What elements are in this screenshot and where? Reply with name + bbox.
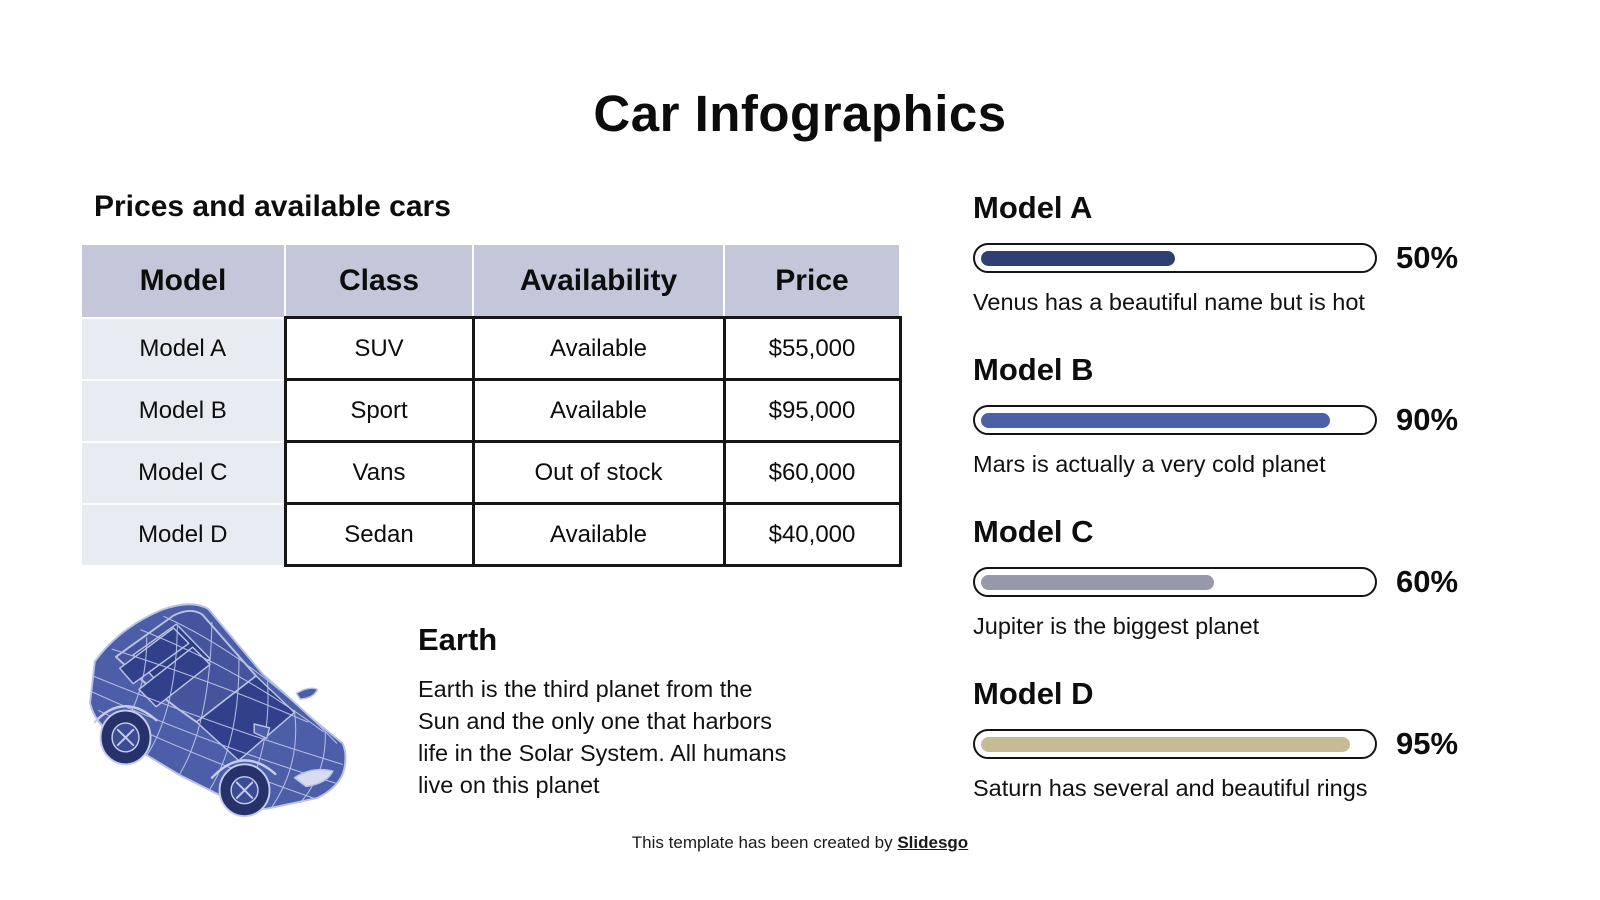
footer-credit: This template has been created by Slides… [0, 833, 1600, 853]
prices-table: Model Class Availability Price Model A S… [80, 243, 902, 567]
table-row: Model D Sedan Available $40,000 [80, 502, 902, 567]
car-illustration [89, 603, 347, 818]
progress-fill [981, 574, 1214, 590]
progress-fill [981, 736, 1350, 752]
progress-row: 90% [973, 402, 1493, 438]
table-row: Model C Vans Out of stock $60,000 [80, 440, 902, 505]
cell-availability: Available [471, 316, 726, 381]
car-rear-wheel [99, 709, 152, 766]
progress-track [973, 405, 1377, 435]
earth-body-line: Sun and the only one that harbors [418, 708, 773, 734]
table-row: Model B Sport Available $95,000 [80, 378, 902, 443]
footer-text: This template has been created by [631, 833, 898, 852]
cell-model: Model D [80, 502, 286, 567]
progress-description: Saturn has several and beautiful rings [973, 775, 1368, 801]
car-rear-wheel-arch [93, 705, 158, 724]
progress-description: Jupiter is the biggest planet [973, 613, 1260, 639]
progress-label: Model B [973, 352, 1094, 387]
car-front-wheel-arch [210, 759, 277, 779]
progress-track [973, 729, 1377, 759]
car-mirror [253, 723, 271, 740]
cell-class: Sport [283, 378, 475, 443]
earth-section: Earth Earth is the third planet from the… [418, 622, 918, 801]
cell-class: Sedan [283, 502, 475, 567]
progress-label: Model D [973, 676, 1094, 711]
cell-class: SUV [283, 316, 475, 381]
col-header-class: Class [284, 243, 474, 319]
progress-percent: 90% [1396, 402, 1459, 437]
prices-section-heading: Prices and available cars [94, 190, 451, 223]
progress-label: Model C [973, 514, 1094, 549]
cell-class: Vans [283, 440, 475, 505]
progress-fill [981, 412, 1331, 428]
table-row: Model A SUV Available $55,000 [80, 316, 902, 381]
cell-model: Model A [80, 316, 286, 381]
cell-price: $95,000 [722, 378, 902, 443]
progress-percent: 50% [1396, 240, 1459, 275]
progress-percent: 95% [1396, 726, 1459, 761]
car-side-window [119, 627, 190, 685]
progress-item-model-a: Model A 50% Venus has a beautiful name b… [973, 190, 1493, 316]
earth-body-line: Earth is the third planet from the [418, 676, 753, 702]
progress-item-model-d: Model D 95% Saturn has several and beaut… [973, 676, 1493, 802]
page-title: Car Infographics [593, 85, 1007, 142]
progress-description: Mars is actually a very cold planet [973, 451, 1326, 477]
cell-model: Model C [80, 440, 286, 505]
progress-track [973, 567, 1377, 597]
car-headlight [293, 768, 334, 788]
earth-body-line: life in the Solar System. All humans [418, 740, 787, 766]
cell-availability: Available [471, 378, 726, 443]
cell-availability: Available [471, 502, 726, 567]
cell-price: $55,000 [722, 316, 902, 381]
progress-item-model-b: Model B 90% Mars is actually a very cold… [973, 352, 1493, 478]
cell-availability: Out of stock [471, 440, 726, 505]
progress-description: Venus has a beautiful name but is hot [973, 289, 1365, 315]
earth-body-line: live on this planet [418, 772, 600, 798]
car-far-mirror [295, 687, 319, 700]
progress-fill [981, 250, 1175, 266]
col-header-availability: Availability [472, 243, 725, 319]
col-header-price: Price [723, 243, 901, 319]
table-header-row: Model Class Availability Price [80, 243, 901, 319]
progress-percent: 60% [1396, 564, 1459, 599]
cell-price: $40,000 [722, 502, 902, 567]
car-front-wheel [218, 763, 271, 818]
progress-label: Model A [973, 190, 1093, 225]
earth-body: Earth is the third planet from the Sun a… [418, 673, 918, 801]
progress-track [973, 243, 1377, 273]
slidesgo-link[interactable]: Slidesgo [897, 833, 969, 852]
cell-price: $60,000 [722, 440, 902, 505]
prices-section: Prices and available cars Model Class Av… [80, 190, 910, 567]
progress-item-model-c: Model C 60% Jupiter is the biggest plane… [973, 514, 1493, 640]
progress-row: 95% [973, 726, 1493, 762]
col-header-model: Model [80, 243, 286, 319]
progress-row: 60% [973, 564, 1493, 600]
progress-row: 50% [973, 240, 1493, 276]
cell-model: Model B [80, 378, 286, 443]
progress-section: Model A 50% Venus has a beautiful name b… [973, 190, 1493, 838]
earth-heading: Earth [418, 622, 498, 657]
